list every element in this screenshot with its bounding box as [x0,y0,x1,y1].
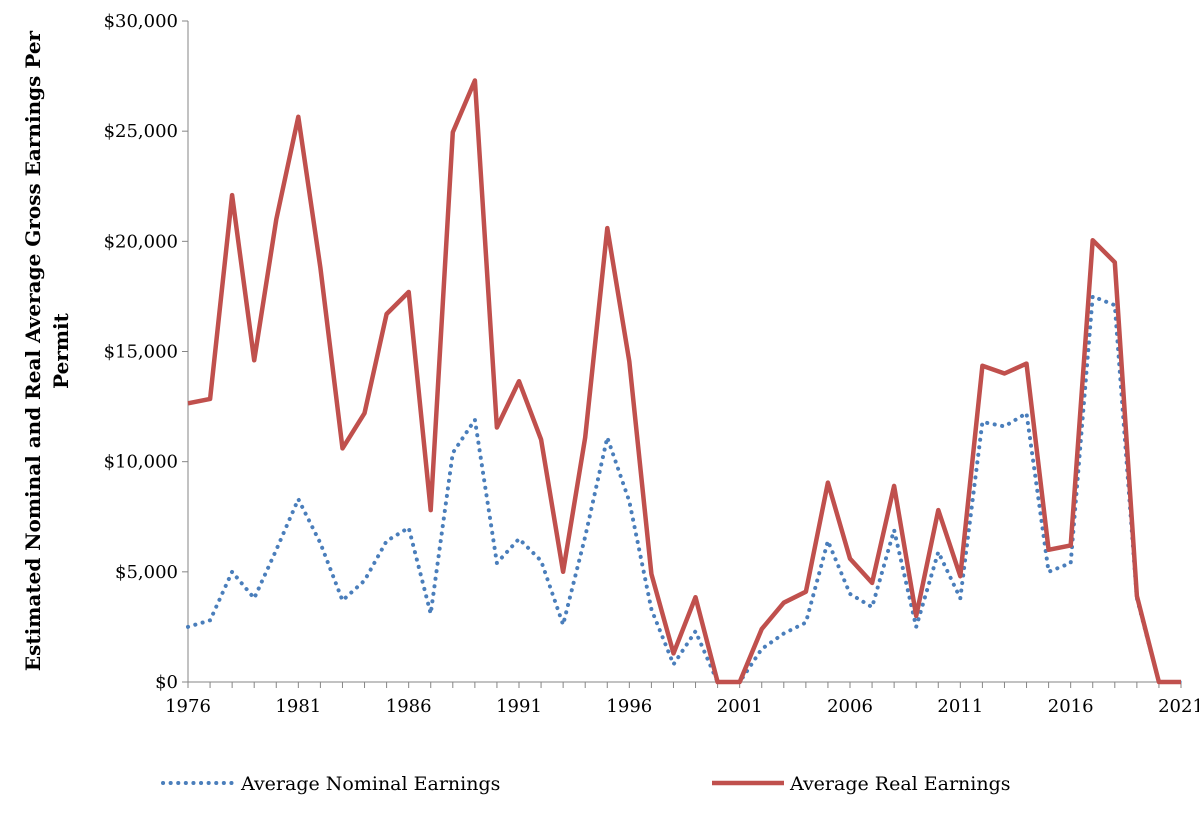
legend-nominal: Average Nominal Earnings [161,773,500,795]
real-earnings-series-line [187,78,1181,685]
y-axis-title: Estimated Nominal and Real Average Gross… [21,30,73,671]
y-axis-title-line-2: Permit [49,312,73,389]
x-tick-label: 2016 [1048,696,1094,717]
legend-real: Average Real Earnings [712,773,1011,795]
legend: Average Nominal Earnings Average Real Ear… [161,773,1011,795]
y-tick-label: $30,000 [104,11,178,32]
x-tick-label: 1991 [496,696,542,717]
y-tick-label: $0 [155,672,178,693]
x-tick-label: 2011 [937,696,983,717]
y-tick-label: $20,000 [104,231,178,252]
x-tick-label: 2021 [1158,696,1199,717]
y-tick-label: $15,000 [104,342,178,363]
x-tick-label: 2001 [717,696,763,717]
y-tick-label: $25,000 [104,121,178,142]
x-tick-label: 1981 [275,696,321,717]
y-axis-title-line-1: Estimated Nominal and Real Average Gross… [21,30,45,671]
x-axis-ticks: 1976 1981 1986 1991 1996 2001 2006 2011 2016 2021 [165,682,1199,717]
legend-nominal-label: Average Nominal Earnings [240,773,500,795]
x-tick-label: 1996 [606,696,652,717]
y-tick-label: $5,000 [115,562,178,583]
x-tick-label: 1986 [386,696,432,717]
legend-real-label: Average Real Earnings [789,773,1011,795]
y-axis-ticks: $0 $5,000 $10,000 $15,000 $20,000 $25,000 $30,… [104,11,188,693]
nominal-earnings-series-line [186,294,1183,684]
series-layer [186,78,1183,685]
x-tick-label: 2006 [827,696,873,717]
x-tick-label: 1976 [165,696,211,717]
y-tick-label: $10,000 [104,452,178,473]
